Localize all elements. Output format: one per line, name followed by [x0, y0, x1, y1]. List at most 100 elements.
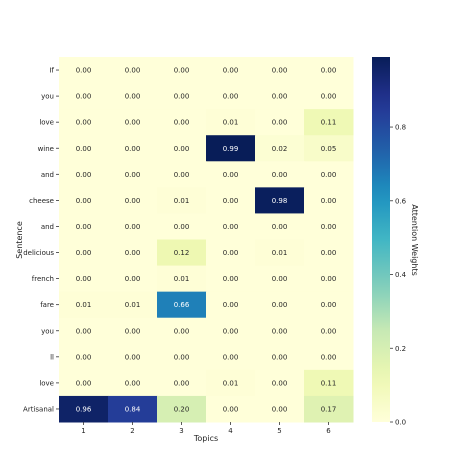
heatmap-cell: [304, 57, 354, 84]
cell-value-label: 0.00: [174, 119, 190, 127]
cell-value-label: 0.00: [272, 93, 288, 101]
x-tick-label: 2: [130, 427, 134, 435]
cell-value-label: 0.01: [174, 275, 190, 283]
heatmap-cell: [59, 239, 109, 267]
cell-value-label: 0.00: [223, 67, 239, 75]
heatmap-cell: [59, 265, 109, 293]
heatmap-cell: [157, 109, 207, 136]
heatmap-cell: [206, 369, 256, 397]
heatmap-cell: [108, 187, 158, 214]
heatmap-cell: [206, 187, 256, 214]
y-tick-label: french: [32, 275, 54, 283]
cell-value-label: 0.00: [321, 249, 337, 257]
cell-value-label: 0.00: [125, 93, 141, 101]
heatmap-cell: [206, 57, 256, 84]
cell-value-label: 0.12: [174, 249, 190, 257]
cell-value-label: 0.00: [125, 145, 141, 153]
heatmap-cell: [255, 161, 305, 188]
heatmap-cell: [59, 187, 109, 214]
cell-value-label: 0.00: [321, 93, 337, 101]
heatmap-cell: [157, 395, 207, 423]
cell-value-label: 0.00: [223, 171, 239, 179]
x-axis-ticks: 1 2 3 4 5 6: [81, 422, 331, 435]
heatmap-cell: [304, 317, 354, 345]
heatmap-cell: [157, 213, 207, 240]
y-tick-label: fare: [40, 301, 54, 309]
x-tick-label: 1: [81, 427, 85, 435]
heatmap-cell: [59, 213, 109, 240]
x-tick-label: 4: [228, 427, 233, 435]
cell-value-label: 0.00: [272, 301, 288, 309]
y-axis-label: Sentence: [15, 221, 24, 259]
cell-value-label: 0.00: [223, 275, 239, 283]
heatmap-cell: [59, 317, 109, 345]
cell-value-label: 0.00: [321, 327, 337, 335]
heatmap-cell: [206, 239, 256, 267]
heatmap-cell: [108, 317, 158, 345]
cell-value-label: 0.01: [125, 301, 141, 309]
cell-value-label: 0.00: [223, 93, 239, 101]
cell-value-label: 0.00: [174, 145, 190, 153]
heatmap-cell: [108, 161, 158, 188]
cell-value-label: 0.00: [174, 327, 190, 335]
cell-value-label: 0.00: [272, 171, 288, 179]
y-tick-label: delicious: [23, 249, 54, 257]
heatmap-cell: [304, 213, 354, 240]
heatmap-cell: [255, 317, 305, 345]
heatmap-cell: [255, 265, 305, 293]
colorbar-ticks: 0.0 0.2 0.4 0.6 0.8: [390, 124, 407, 427]
y-tick-label: love: [39, 119, 54, 127]
heatmap-cell: [255, 343, 305, 371]
cell-value-label: 0.00: [125, 327, 141, 335]
cell-value-label: 0.00: [76, 197, 92, 205]
cell-value-label: 0.00: [321, 171, 337, 179]
heatmap-cell: [304, 291, 354, 319]
cell-value-label: 0.00: [76, 353, 92, 361]
x-tick-label: 6: [326, 427, 331, 435]
y-tick-label: love: [39, 379, 54, 387]
heatmap-cell: [157, 187, 207, 214]
heatmap-cell: [59, 395, 109, 423]
heatmap-cells: [59, 57, 354, 423]
x-tick-label: 5: [277, 427, 281, 435]
cell-value-label: 0.00: [272, 353, 288, 361]
cell-value-label: 0.01: [76, 301, 92, 309]
cell-value-label: 0.00: [223, 327, 239, 335]
heatmap-cell: [108, 109, 158, 136]
heatmap-cell: [304, 395, 354, 423]
y-tick-label: wine: [38, 145, 54, 153]
cell-value-label: 0.00: [223, 353, 239, 361]
heatmap-cell: [157, 343, 207, 371]
x-tick-label: 3: [179, 427, 183, 435]
cell-value-label: 0.00: [125, 171, 141, 179]
y-tick-label: and: [41, 223, 54, 231]
heatmap-cell: [157, 369, 207, 397]
heatmap-cell: [255, 239, 305, 267]
heatmap-cell: [108, 395, 158, 423]
cell-value-label: 0.11: [321, 119, 337, 127]
cell-value-label: 0.00: [174, 171, 190, 179]
cell-value-label: 0.00: [76, 119, 92, 127]
heatmap-cell: [255, 291, 305, 319]
heatmap-cell: [206, 395, 256, 423]
cell-value-label: 0.00: [76, 327, 92, 335]
cell-value-label: 0.00: [76, 275, 92, 283]
cell-value-label: 0.00: [223, 197, 239, 205]
cell-value-label: 0.00: [174, 67, 190, 75]
heatmap-cell: [304, 239, 354, 267]
cell-value-label: 0.00: [272, 223, 288, 231]
colorbar-tick-label: 0.0: [395, 419, 406, 427]
y-tick-label: and: [41, 171, 54, 179]
cell-value-label: 0.00: [272, 327, 288, 335]
y-tick-label: cheese: [29, 197, 54, 205]
heatmap-cell: [255, 57, 305, 84]
colorbar-tick-label: 0.8: [395, 124, 406, 132]
cell-value-label: 0.99: [223, 145, 239, 153]
cell-value-label: 0.00: [321, 67, 337, 75]
heatmap-cell: [108, 343, 158, 371]
heatmap-cell: [255, 187, 305, 214]
heatmap-cell: [59, 161, 109, 188]
heatmap-cell: [206, 135, 256, 162]
cell-value-label: 0.01: [272, 249, 288, 257]
colorbar: 0.0 0.2 0.4 0.6 0.8 Attention Weights: [372, 57, 419, 427]
